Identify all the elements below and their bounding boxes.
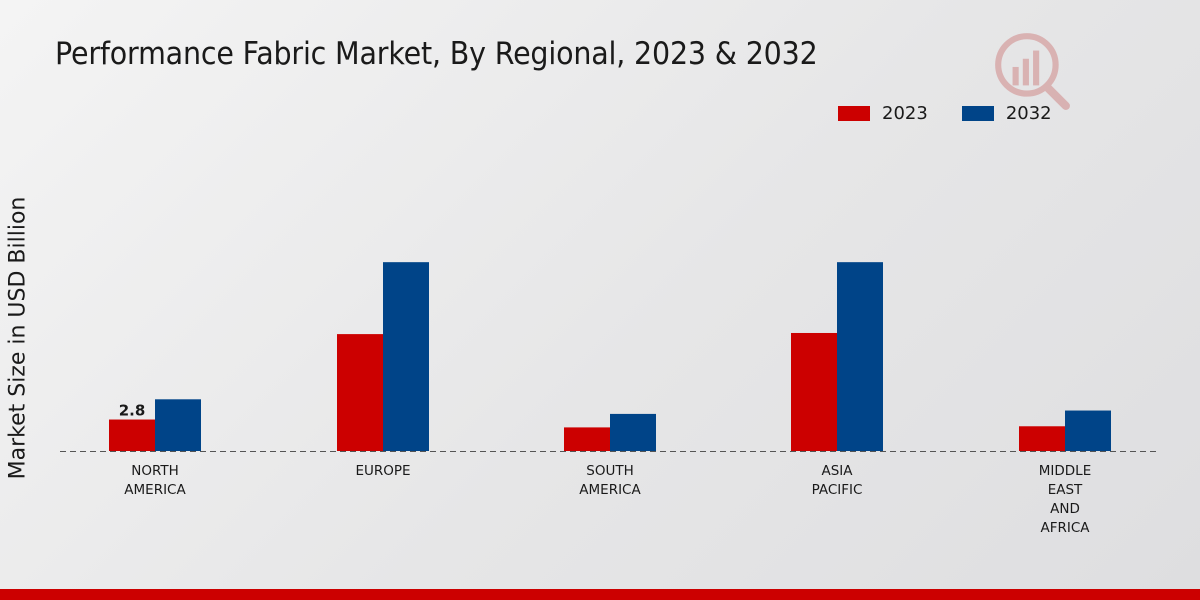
bar-2032-middle-east-and-africa xyxy=(1065,410,1111,451)
bar-2023-north-america xyxy=(109,419,155,451)
bar-2023-middle-east-and-africa xyxy=(1019,426,1065,451)
x-tick-label-asia-pacific: ASIA PACIFIC xyxy=(812,463,863,498)
x-tick-label-middle-east-and-africa: MIDDLE EAST AND AFRICA xyxy=(1039,463,1091,536)
legend-item-2023: 2023 xyxy=(838,103,928,124)
x-tick-label-south-america: SOUTH AMERICA xyxy=(579,463,641,498)
legend-swatch-2023 xyxy=(838,106,870,121)
x-tick-label-north-america: NORTH AMERICA xyxy=(124,463,186,498)
bar-2023-south-america xyxy=(564,427,610,451)
legend-label-2023: 2023 xyxy=(882,103,928,124)
bar-2032-europe xyxy=(383,262,429,451)
legend-swatch-2032 xyxy=(961,106,994,121)
legend-item-2032: 2032 xyxy=(961,103,1052,124)
bottom-accent-bar xyxy=(0,589,1200,600)
data-label-2023-north-america: 2.8 xyxy=(119,402,146,420)
bar-2032-asia-pacific xyxy=(837,262,883,451)
legend-label-2032: 2032 xyxy=(1005,103,1052,124)
chart-legend: 2023 2032 xyxy=(838,103,1086,124)
bar-2023-asia-pacific xyxy=(791,332,837,451)
bar-2023-europe xyxy=(337,334,383,451)
x-tick-label-europe: EUROPE xyxy=(355,463,410,479)
page-title: Performance Fabric Market, By Regional, … xyxy=(55,36,818,72)
bar-2032-north-america xyxy=(155,399,201,451)
market-research-logo-icon xyxy=(995,33,1070,110)
bar-2032-south-america xyxy=(610,413,656,451)
